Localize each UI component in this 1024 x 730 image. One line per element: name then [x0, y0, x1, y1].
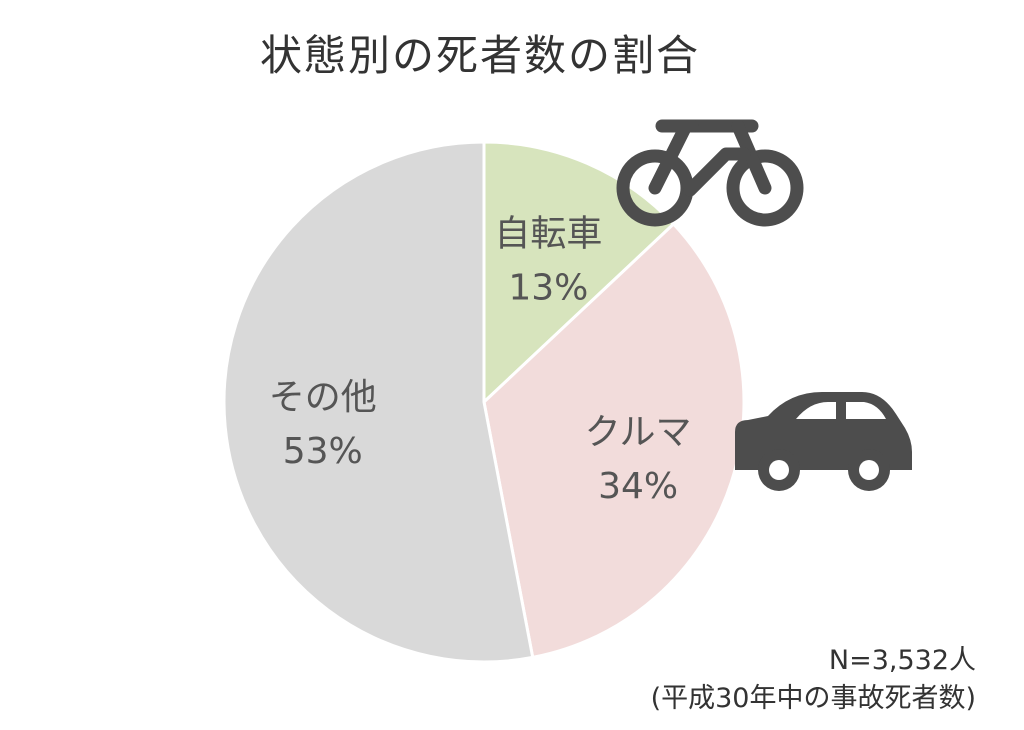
- pie-labels: 自転車 13% クルマ 34% その他 53%: [269, 213, 692, 507]
- label-other: その他 53%: [269, 377, 377, 472]
- slice-car: [482, 221, 746, 660]
- slice-name: その他: [269, 377, 377, 418]
- slice-percent: 34%: [598, 466, 678, 507]
- slice-name: クルマ: [585, 412, 692, 453]
- label-bicycle: 自転車 13%: [494, 213, 602, 308]
- bicycle-icon: [616, 119, 804, 227]
- slice-name: 自転車: [494, 213, 602, 254]
- label-car: クルマ 34%: [585, 412, 692, 507]
- slice-percent: 13%: [508, 267, 588, 308]
- car-icon: [735, 392, 912, 491]
- slice-other: [222, 140, 535, 664]
- chart-title: 状態別の死者数の割合: [259, 31, 700, 80]
- sample-size-label: N=3,532人: [828, 645, 976, 676]
- pie-slices: [222, 140, 746, 664]
- chart-note: N=3,532人 (平成30年中の事故死者数): [651, 642, 976, 718]
- source-note: (平成30年中の事故死者数): [650, 683, 976, 714]
- slice-percent: 53%: [283, 431, 363, 472]
